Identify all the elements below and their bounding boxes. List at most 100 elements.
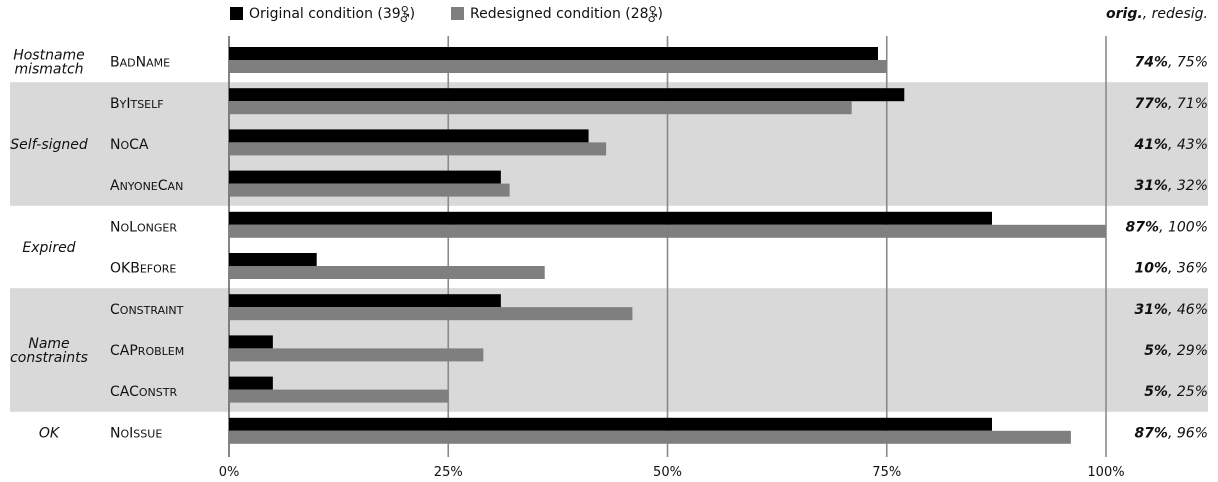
group-label: Self-signed: [10, 137, 88, 153]
value-redesig: 46%: [1177, 302, 1208, 318]
category-label-part: A: [110, 178, 120, 194]
value-sep: ,: [1168, 343, 1177, 359]
category-label-part: NYONE: [120, 180, 158, 193]
category-label: CAPROBLEM: [110, 343, 184, 359]
value-label: 31%, 46%: [1134, 302, 1208, 318]
bar-original: [229, 88, 904, 101]
category-label-part: OKB: [110, 261, 140, 277]
bar-redesigned: [229, 390, 448, 403]
value-label: 74%, 75%: [1134, 55, 1208, 71]
value-column-header: orig., redesig.: [1106, 6, 1208, 22]
male-icon: ♂: [400, 12, 410, 25]
value-redesig: 100%: [1168, 219, 1208, 235]
value-orig: 41%: [1133, 137, 1168, 153]
category-label-part: O: [120, 427, 129, 440]
header-redesig: redesig.: [1152, 6, 1208, 22]
category-label: NOLONGER: [110, 219, 177, 235]
category-label: NOCA: [110, 137, 149, 153]
value-label: 87%, 96%: [1134, 425, 1208, 441]
category-label-part: AME: [146, 57, 170, 70]
legend-swatch-0: [230, 7, 243, 20]
category-label-part: ONSTR: [139, 386, 178, 399]
value-redesig: 32%: [1177, 178, 1208, 194]
bar-redesigned: [229, 142, 606, 155]
category-label-part: B: [110, 55, 120, 71]
legend-label-suffix: ): [658, 6, 663, 22]
category-label: ANYONECAN: [110, 178, 183, 194]
value-redesig: 43%: [1177, 137, 1208, 153]
x-tick-label: 75%: [872, 465, 901, 480]
group-shade-3: [10, 288, 1208, 412]
bar-redesigned: [229, 348, 483, 361]
category-label-part: O: [120, 221, 129, 234]
value-redesig: 25%: [1177, 384, 1208, 400]
category-label-part: TSELF: [129, 98, 163, 111]
category-label: BYITSELF: [110, 96, 164, 112]
value-label: 10%, 36%: [1134, 261, 1208, 277]
bar-original: [229, 335, 273, 348]
bar-redesigned: [229, 101, 852, 114]
category-label-part: N: [110, 137, 120, 153]
value-orig: 87%: [1134, 425, 1168, 441]
bar-redesigned: [229, 60, 887, 73]
value-orig: 5%: [1144, 384, 1168, 400]
value-sep: ,: [1159, 219, 1168, 235]
value-sep: ,: [1168, 137, 1177, 153]
value-orig: 5%: [1144, 343, 1168, 359]
x-tick-label: 25%: [434, 465, 463, 480]
legend-entry-1: Redesigned condition (28♀ ♂): [470, 4, 663, 25]
category-label-part: CAP: [110, 343, 138, 359]
value-redesig: 36%: [1177, 261, 1208, 277]
category-label: CONSTRAINT: [110, 302, 184, 318]
group-label: mismatch: [14, 62, 83, 78]
bar-original: [229, 47, 878, 60]
category-label-part: C: [158, 178, 168, 194]
bar-redesigned: [229, 225, 1106, 238]
group-label: Expired: [22, 240, 75, 256]
value-redesig: 29%: [1177, 343, 1208, 359]
male-icon: ♂: [648, 12, 658, 25]
category-label-part: O: [120, 139, 129, 152]
legend-label: Original condition (39: [249, 6, 401, 22]
value-orig: 77%: [1134, 96, 1168, 112]
category-label-part: CA: [129, 137, 149, 153]
category-label: CACONSTR: [110, 384, 177, 400]
value-label: 87%, 100%: [1126, 219, 1208, 235]
value-orig: 31%: [1134, 178, 1168, 194]
header-orig: orig.: [1106, 6, 1143, 22]
x-tick-label: 100%: [1087, 465, 1124, 480]
category-label: BADNAME: [110, 55, 170, 71]
value-orig: 87%: [1126, 219, 1160, 235]
category-label-part: CAC: [110, 384, 139, 400]
value-label: 5%, 29%: [1144, 343, 1208, 359]
bar-original: [229, 171, 501, 184]
bar-original: [229, 129, 589, 142]
category-label-part: ONSTRAINT: [120, 304, 184, 317]
value-sep: ,: [1168, 425, 1177, 441]
category-label-part: AN: [168, 180, 184, 193]
category-label-part: L: [129, 219, 137, 235]
category-label-part: N: [136, 55, 146, 71]
legend-entry-0: Original condition (39♀ ♂): [249, 4, 415, 25]
value-label: 41%, 43%: [1133, 137, 1208, 153]
x-tick-label: 50%: [653, 465, 682, 480]
value-orig: 31%: [1134, 302, 1168, 318]
bar-original: [229, 253, 317, 266]
value-redesig: 71%: [1177, 96, 1208, 112]
value-orig: 74%: [1134, 55, 1168, 71]
bar-redesigned: [229, 307, 632, 320]
legend-label-suffix: ): [410, 6, 415, 22]
legend-label: Redesigned condition (28: [470, 6, 649, 22]
category-label-part: N: [110, 219, 120, 235]
group-label: constraints: [10, 350, 88, 366]
category-label: OKBEFORE: [110, 261, 176, 277]
bar-original: [229, 294, 501, 307]
bar-original: [229, 212, 992, 225]
value-orig: 10%: [1134, 261, 1168, 277]
bar-redesigned: [229, 266, 545, 279]
value-redesig: 96%: [1177, 425, 1208, 441]
value-sep: ,: [1168, 55, 1177, 71]
category-label-part: AD: [120, 57, 136, 70]
header-sep: ,: [1143, 6, 1152, 22]
